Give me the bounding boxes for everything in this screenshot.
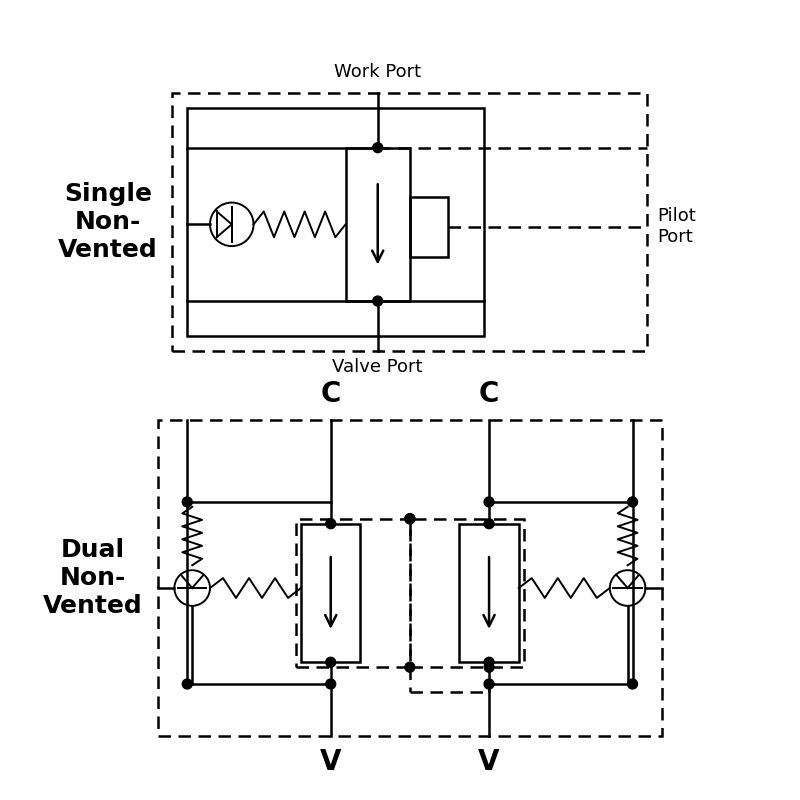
Text: Valve Port: Valve Port xyxy=(333,358,423,377)
Bar xyxy=(410,518,524,667)
Circle shape xyxy=(326,658,336,667)
Bar xyxy=(172,94,647,350)
Text: C: C xyxy=(479,380,499,408)
Circle shape xyxy=(484,679,494,689)
Bar xyxy=(301,524,361,662)
Circle shape xyxy=(405,514,415,524)
Circle shape xyxy=(182,497,192,507)
Text: V: V xyxy=(478,748,500,776)
Bar xyxy=(296,518,410,667)
Text: Work Port: Work Port xyxy=(334,63,422,82)
Circle shape xyxy=(182,679,192,689)
Circle shape xyxy=(484,518,494,529)
Bar xyxy=(158,420,662,737)
Text: C: C xyxy=(321,380,341,408)
Circle shape xyxy=(373,142,382,153)
Bar xyxy=(410,197,447,257)
Bar xyxy=(187,108,484,336)
Circle shape xyxy=(405,662,415,672)
Text: Pilot
Port: Pilot Port xyxy=(658,207,696,246)
Text: Dual
Non-
Vented: Dual Non- Vented xyxy=(43,538,143,618)
Bar xyxy=(346,148,410,301)
Circle shape xyxy=(326,679,336,689)
Text: V: V xyxy=(320,748,342,776)
Circle shape xyxy=(405,514,415,524)
Circle shape xyxy=(628,497,638,507)
Circle shape xyxy=(484,658,494,667)
Circle shape xyxy=(326,518,336,529)
Circle shape xyxy=(628,679,638,689)
Circle shape xyxy=(373,296,382,306)
Bar xyxy=(459,524,518,662)
Circle shape xyxy=(484,662,494,672)
Circle shape xyxy=(484,497,494,507)
Text: Single
Non-
Vented: Single Non- Vented xyxy=(58,182,158,262)
